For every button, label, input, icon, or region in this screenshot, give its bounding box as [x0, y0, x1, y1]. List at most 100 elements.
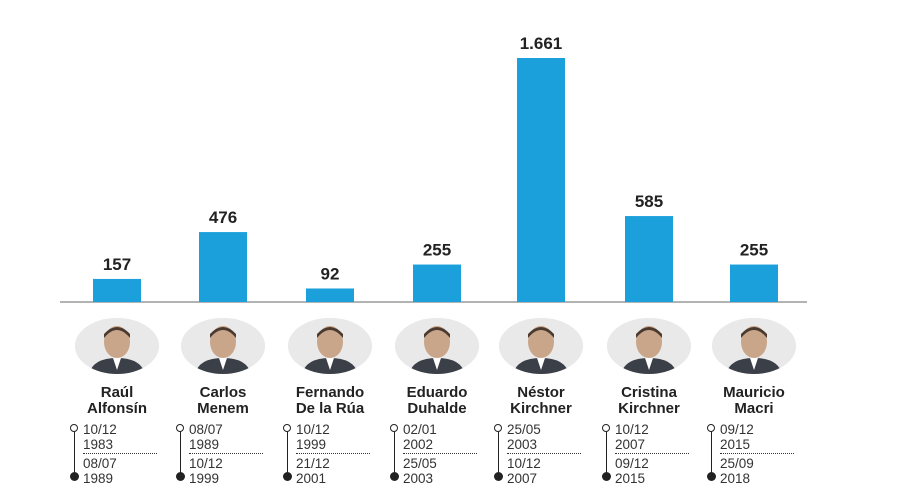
- term-start-day: 09/12: [720, 422, 754, 437]
- portrait-icon: [75, 318, 159, 374]
- term-start-marker: [390, 424, 398, 432]
- term-separator: [403, 453, 477, 454]
- term-end-year: 1989: [83, 471, 114, 486]
- term-end-marker: [602, 472, 611, 481]
- term-timeline: 10/12 1999 21/12 2001: [282, 422, 378, 486]
- president-column: Eduardo Duhalde 02/01 2002 25/05 2003: [382, 318, 492, 486]
- term-end-day: 09/12: [615, 456, 649, 471]
- president-name-line2: Duhalde: [407, 400, 467, 417]
- president-name-line1: Eduardo: [406, 384, 468, 401]
- term-end-marker: [390, 472, 399, 481]
- term-timeline: 09/12 2015 25/09 2018: [706, 422, 802, 486]
- term-timeline: 25/05 2003 10/12 2007: [493, 422, 589, 486]
- term-start-day: 08/07: [189, 422, 223, 437]
- president-column: Raúl Alfonsín 10/12 1983 08/07 1989: [62, 318, 172, 486]
- term-start-day: 02/01: [403, 422, 437, 437]
- term-start-year: 2003: [507, 437, 538, 452]
- term-end-day: 08/07: [83, 456, 117, 471]
- term-start-year: 1989: [189, 437, 220, 452]
- bar-value-label: 476: [209, 208, 237, 227]
- term-separator: [720, 453, 794, 454]
- timeline-line: [498, 428, 499, 478]
- president-name-line1: Cristina: [621, 384, 677, 401]
- term-timeline: 02/01 2002 25/05 2003: [389, 422, 485, 486]
- term-end-year: 1999: [189, 471, 220, 486]
- term-separator: [615, 453, 689, 454]
- president-name-line2: Alfonsín: [87, 400, 147, 417]
- president-name-line1: Raúl: [100, 384, 134, 401]
- bar-chart: 157 476 92 255 1.661 585 255: [60, 34, 807, 303]
- bar: [93, 278, 141, 302]
- term-separator: [189, 453, 263, 454]
- term-separator: [507, 453, 581, 454]
- term-timeline: 10/12 2007 09/12 2015: [601, 422, 697, 486]
- term-end-marker: [70, 472, 79, 481]
- term-start-day: 10/12: [615, 422, 649, 437]
- term-timeline: 08/07 1989 10/12 1999: [175, 422, 271, 486]
- bar-value-label: 1.661: [520, 34, 563, 53]
- portrait-icon: [395, 318, 479, 374]
- bar-value-label: 157: [103, 255, 131, 274]
- term-start-marker: [70, 424, 78, 432]
- president-name-line2: Kirchner: [618, 400, 680, 417]
- term-timeline: 10/12 1983 08/07 1989: [69, 422, 165, 486]
- president-column: Fernando De la Rúa 10/12 1999 21/12 2001: [275, 318, 385, 486]
- term-start-marker: [707, 424, 715, 432]
- president-name: Carlos Menem: [168, 385, 278, 417]
- president-name-line1: Carlos: [199, 384, 247, 401]
- term-end-year: 2001: [296, 471, 327, 486]
- bar-value-label: 255: [740, 241, 768, 260]
- term-start-day: 10/12: [296, 422, 330, 437]
- term-end-marker: [494, 472, 503, 481]
- president-name-line2: Menem: [197, 400, 249, 417]
- term-separator: [296, 453, 370, 454]
- timeline-line: [180, 428, 181, 478]
- term-start-day: 10/12: [83, 422, 117, 437]
- portrait-icon: [181, 318, 265, 374]
- timeline-line: [394, 428, 395, 478]
- term-end-year: 2015: [615, 471, 646, 486]
- president-name: Cristina Kirchner: [594, 385, 704, 417]
- president-column: Carlos Menem 08/07 1989 10/12 1999: [168, 318, 278, 486]
- president-name: Eduardo Duhalde: [382, 385, 492, 417]
- portrait-icon: [499, 318, 583, 374]
- bar-value-label: 92: [321, 264, 340, 283]
- bar: [517, 58, 565, 302]
- term-start-year: 1983: [83, 437, 114, 452]
- bar: [730, 264, 778, 302]
- term-end-marker: [176, 472, 185, 481]
- president-name-line2: Macri: [734, 400, 774, 417]
- bar-value-label: 585: [635, 192, 663, 211]
- president-name-line2: Kirchner: [510, 400, 572, 417]
- president-column: Cristina Kirchner 10/12 2007 09/12 2015: [594, 318, 704, 486]
- term-start-marker: [283, 424, 291, 432]
- bar: [199, 232, 247, 302]
- president-name-line1: Néstor: [517, 384, 565, 401]
- timeline-line: [287, 428, 288, 478]
- timeline-line: [606, 428, 607, 478]
- term-end-day: 10/12: [189, 456, 223, 471]
- term-end-day: 10/12: [507, 456, 541, 471]
- president-column: Mauricio Macri 09/12 2015 25/09 2018: [699, 318, 809, 486]
- president-name: Mauricio Macri: [699, 385, 809, 417]
- term-separator: [83, 453, 157, 454]
- term-end-year: 2003: [403, 471, 434, 486]
- term-start-year: 2015: [720, 437, 751, 452]
- term-end-marker: [283, 472, 292, 481]
- bar: [413, 264, 461, 302]
- president-name-line1: Fernando: [295, 384, 365, 401]
- term-end-day: 25/05: [403, 456, 437, 471]
- portrait-icon: [607, 318, 691, 374]
- term-end-marker: [707, 472, 716, 481]
- term-start-marker: [176, 424, 184, 432]
- term-start-marker: [602, 424, 610, 432]
- timeline-line: [711, 428, 712, 478]
- term-start-day: 25/05: [507, 422, 541, 437]
- portrait-icon: [288, 318, 372, 374]
- bar: [625, 216, 673, 302]
- president-name: Raúl Alfonsín: [62, 385, 172, 417]
- term-end-day: 21/12: [296, 456, 330, 471]
- portrait-icon: [712, 318, 796, 374]
- bar-value-label: 255: [423, 241, 451, 260]
- term-start-year: 2002: [403, 437, 434, 452]
